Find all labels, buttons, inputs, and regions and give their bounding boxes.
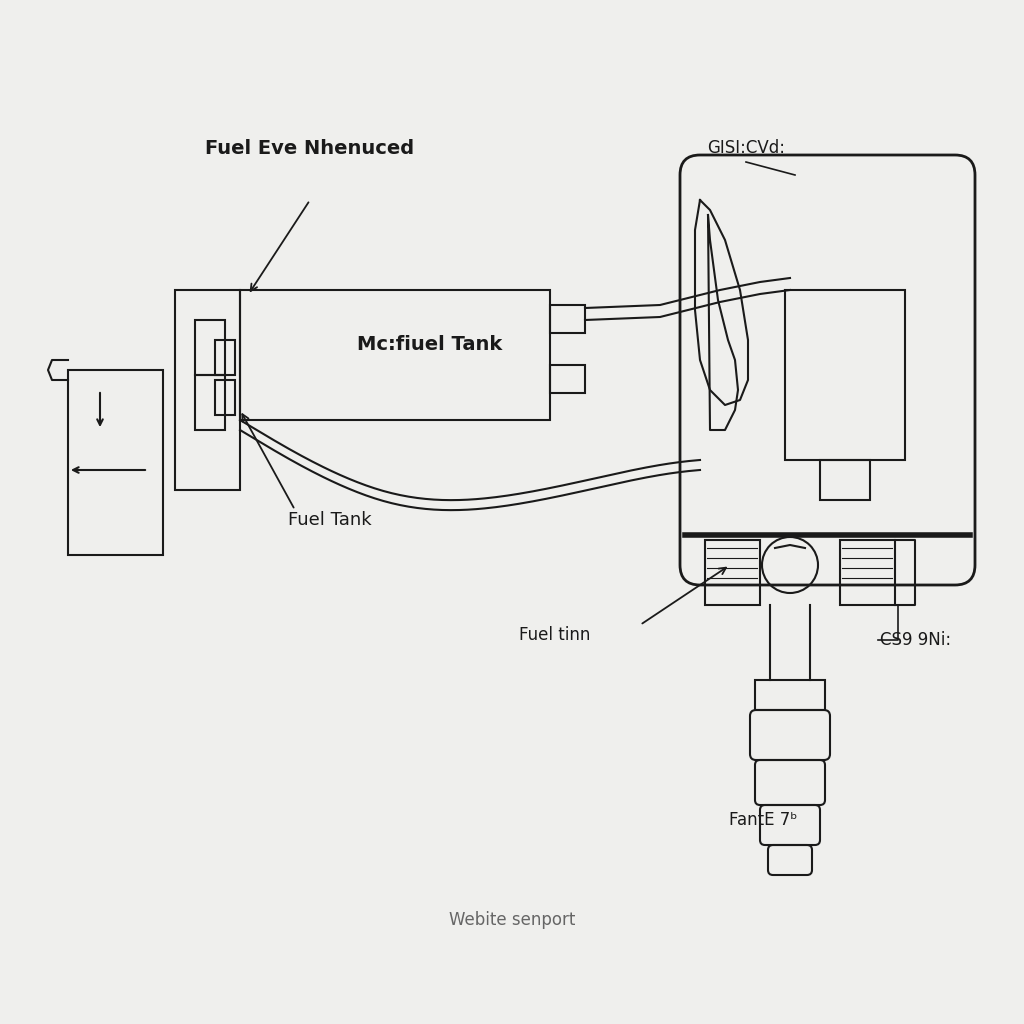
Text: CS9 9Ni:: CS9 9Ni: xyxy=(880,631,951,649)
Bar xyxy=(215,340,234,375)
Bar xyxy=(550,365,585,393)
Bar xyxy=(195,375,225,430)
Bar xyxy=(705,540,760,605)
Text: GISI:CVd:: GISI:CVd: xyxy=(707,139,785,157)
Bar xyxy=(68,370,163,555)
Bar xyxy=(175,290,240,490)
Text: FantE 7ᵇ: FantE 7ᵇ xyxy=(729,811,798,829)
Text: Webite senport: Webite senport xyxy=(449,911,575,929)
Bar xyxy=(820,460,870,500)
Bar xyxy=(550,305,585,333)
Bar xyxy=(240,290,550,420)
Bar xyxy=(840,540,895,605)
Bar xyxy=(215,380,234,415)
Text: Mc:fiuel Tank: Mc:fiuel Tank xyxy=(357,336,503,354)
Text: Fuel Eve Nhenuced: Fuel Eve Nhenuced xyxy=(206,138,415,158)
Text: Fuel Tank: Fuel Tank xyxy=(288,511,372,529)
Bar xyxy=(195,319,225,375)
Text: Fuel tinn: Fuel tinn xyxy=(518,626,590,644)
Bar xyxy=(785,290,905,460)
Bar xyxy=(755,680,825,710)
